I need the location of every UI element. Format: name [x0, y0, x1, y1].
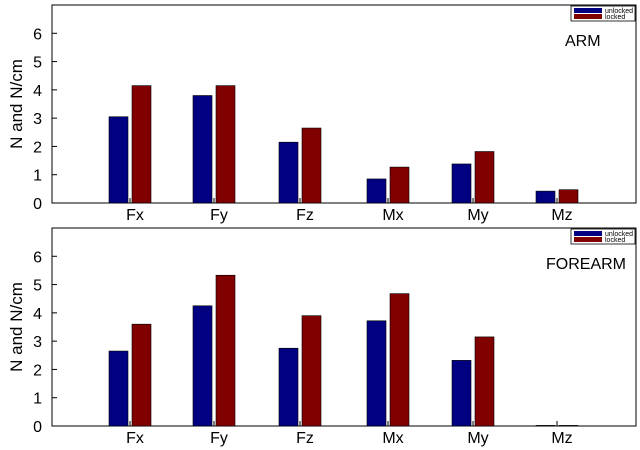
bar-locked-Mz [558, 189, 579, 204]
panel-1: 0 1 2 3 4 5 6 N and N/cm Fx Fy Fz Mx My Mz ARM unlocked… [7, 4, 637, 224]
legend-swatch-unlocked [574, 8, 602, 13]
y-tick-label: 5 [33, 55, 42, 72]
y-tick-label: 5 [33, 278, 42, 295]
panel-2: 0 1 2 3 4 5 6 N and N/cm Fx Fy Fz Mx My Mz FOREARM unlo… [7, 227, 637, 447]
legend-swatch-unlocked [574, 231, 602, 236]
x-tick-label-Fz: Fz [296, 207, 314, 224]
x-tick-label-My: My [467, 430, 488, 447]
y-tick-label: 1 [33, 168, 42, 185]
y-tick-label: 4 [33, 83, 42, 100]
y-tick-label: 1 [33, 391, 42, 408]
bar-unlocked-Mx [366, 320, 387, 427]
x-tick-label-Fx: Fx [126, 430, 144, 447]
bar-locked-Fy [215, 85, 236, 204]
legend-label-unlocked: unlocked [605, 231, 633, 238]
x-tick-label-Mx: Mx [382, 430, 403, 447]
panel-title: ARM [565, 33, 601, 50]
legend-label-unlocked: unlocked [605, 8, 633, 15]
y-axis-label: N and N/cm [7, 59, 26, 149]
y-axis-label: N and N/cm [7, 282, 26, 372]
y-tick-label: 2 [33, 139, 42, 156]
bar-unlocked-Mz [535, 425, 556, 427]
legend-swatch-locked [574, 237, 602, 242]
bar-unlocked-Fy [192, 305, 213, 427]
bar-unlocked-My [451, 360, 472, 427]
bar-unlocked-Fz [278, 347, 299, 427]
legend-swatch-locked [574, 14, 602, 19]
bar-locked-Fy [215, 274, 236, 427]
axes-box [51, 227, 637, 427]
y-tick-label: 6 [33, 249, 42, 266]
y-tick-label: 6 [33, 26, 42, 43]
bar-unlocked-My [451, 163, 472, 204]
y-tick-label: 3 [33, 111, 42, 128]
bar-locked-Fx [131, 85, 152, 204]
x-tick-label-Fy: Fy [210, 207, 228, 224]
x-tick-label-Fy: Fy [210, 430, 228, 447]
bar-unlocked-Fx [108, 116, 129, 204]
bar-unlocked-Mx [366, 178, 387, 204]
bar-locked-My [474, 336, 495, 427]
y-tick-label: 0 [33, 419, 42, 436]
bar-locked-Mx [389, 293, 410, 427]
bar-locked-Mz [558, 425, 579, 427]
bar-locked-My [474, 151, 495, 204]
x-tick-label-My: My [467, 207, 488, 224]
bar-locked-Fz [301, 315, 322, 427]
bar-unlocked-Fy [192, 95, 213, 204]
x-tick-label-Mz: Mz [551, 207, 572, 224]
x-tick-label-Mx: Mx [382, 207, 403, 224]
bar-unlocked-Fz [278, 141, 299, 204]
bar-unlocked-Fx [108, 350, 129, 427]
x-tick-label-Fx: Fx [126, 207, 144, 224]
x-tick-label-Mz: Mz [551, 430, 572, 447]
y-tick-label: 3 [33, 334, 42, 351]
y-tick-label: 0 [33, 196, 42, 213]
panel-title: FOREARM [546, 256, 626, 273]
y-tick-label: 4 [33, 306, 42, 323]
y-tick-label: 2 [33, 362, 42, 379]
legend-label-locked: locked [605, 237, 625, 244]
bar-locked-Fx [131, 323, 152, 427]
bar-unlocked-Mz [535, 190, 556, 204]
bar-locked-Mx [389, 166, 410, 204]
axes-box [51, 4, 637, 204]
bar-locked-Fz [301, 127, 322, 204]
x-tick-label-Fz: Fz [296, 430, 314, 447]
legend-label-locked: locked [605, 14, 625, 21]
